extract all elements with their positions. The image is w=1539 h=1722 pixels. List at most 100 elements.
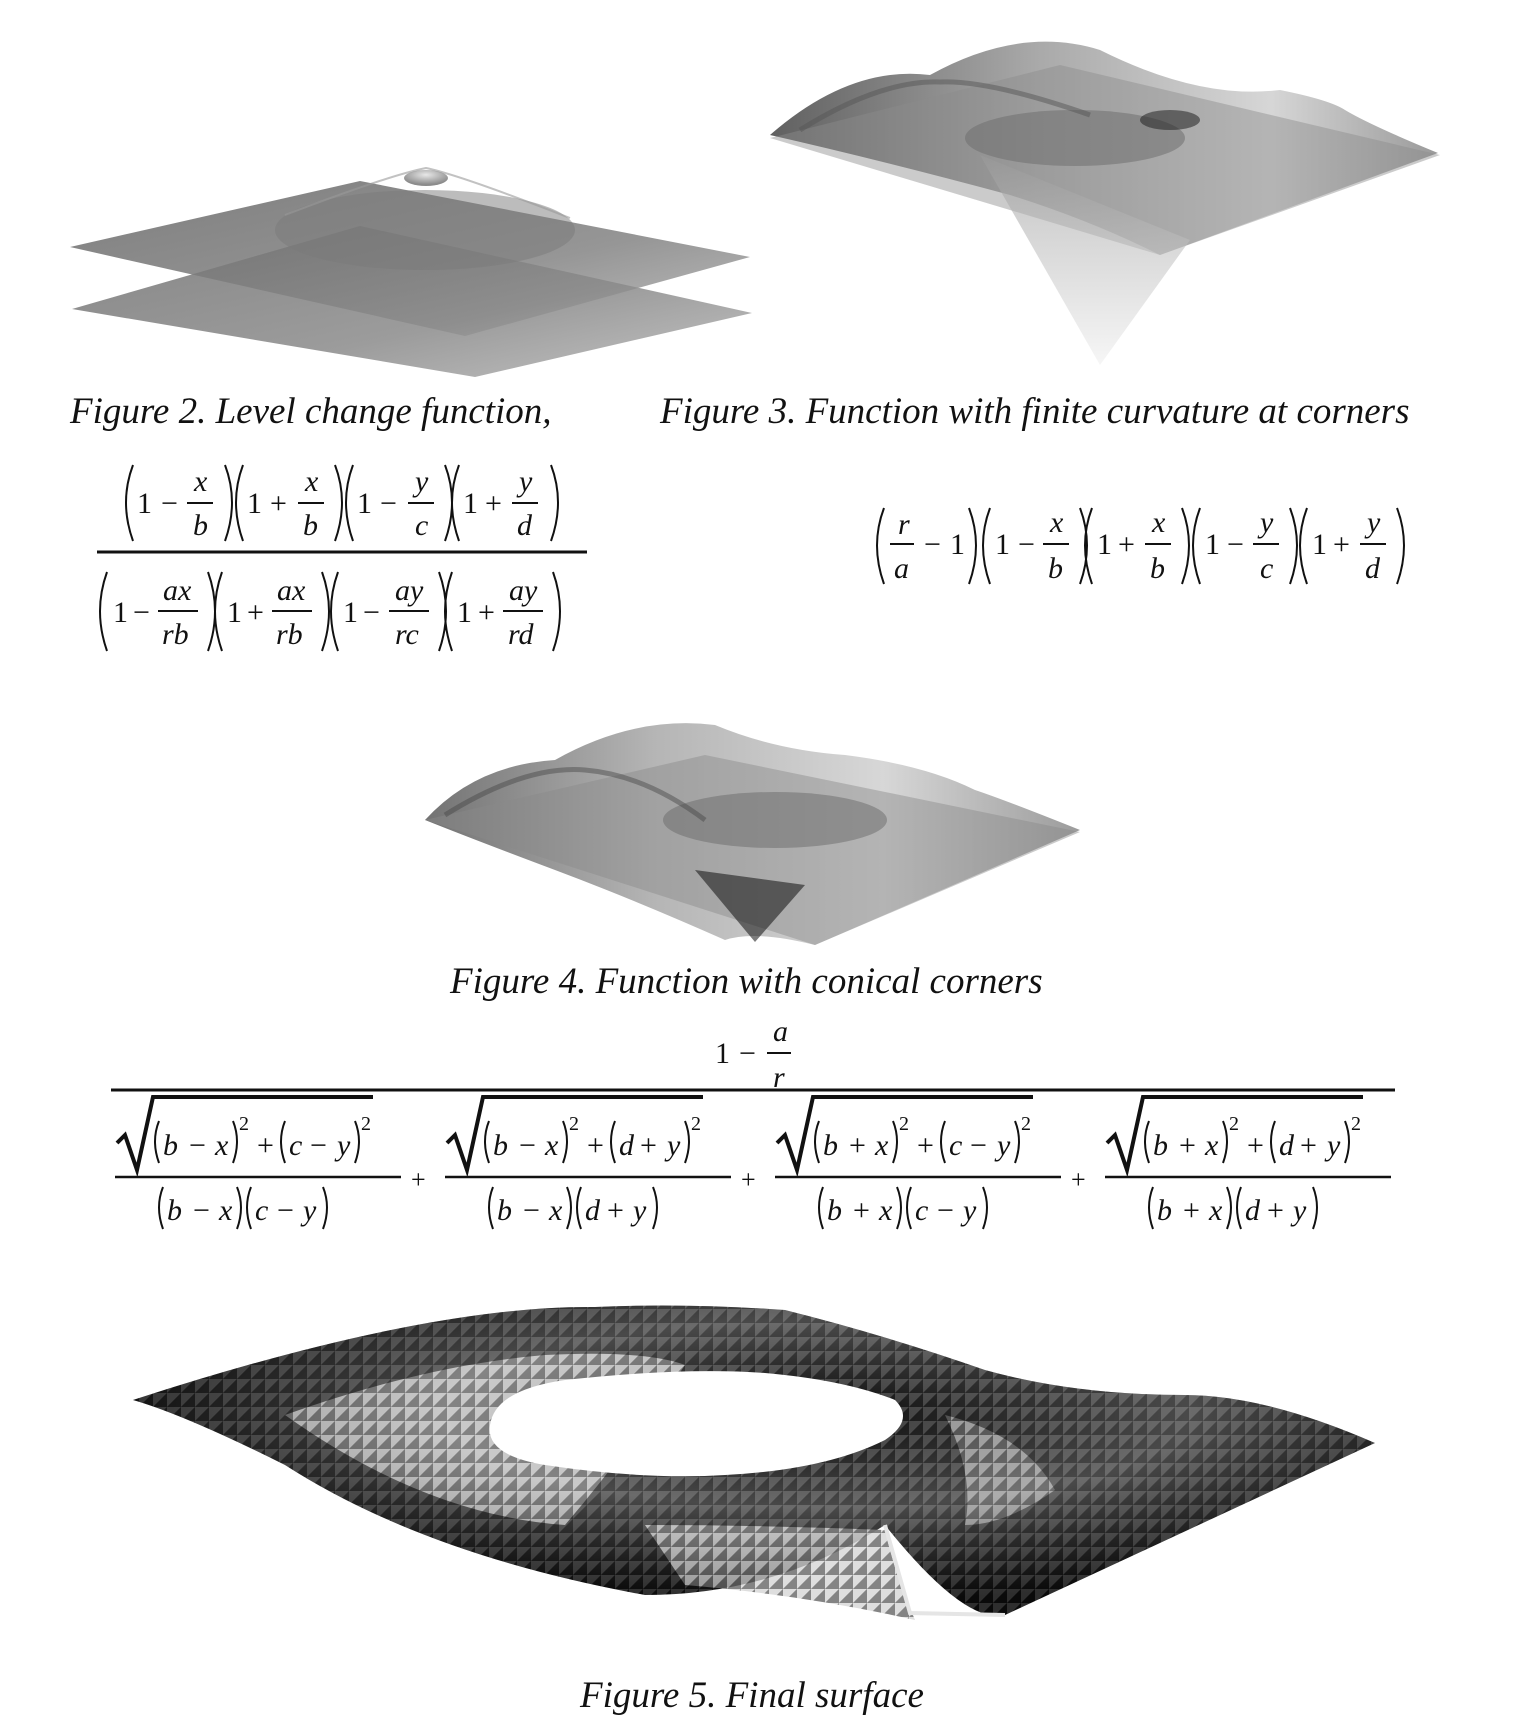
svg-text:+: +	[587, 1129, 604, 1162]
svg-text:+: +	[640, 1129, 657, 1162]
svg-text:b: b	[167, 1194, 182, 1227]
svg-text:c: c	[949, 1129, 962, 1162]
svg-text:y: y	[1364, 506, 1381, 539]
svg-text:y: y	[1290, 1194, 1307, 1227]
svg-text:d: d	[619, 1129, 635, 1162]
figure-2-surface	[70, 166, 752, 377]
svg-text:1: 1	[457, 596, 472, 629]
svg-text:1: 1	[137, 487, 152, 520]
svg-text:x: x	[1049, 506, 1064, 539]
svg-text:y: y	[334, 1129, 351, 1162]
svg-text:d: d	[585, 1194, 601, 1227]
svg-text:−: −	[519, 1129, 536, 1162]
svg-text:d: d	[1365, 552, 1381, 585]
svg-text:1: 1	[247, 487, 262, 520]
svg-text:1: 1	[113, 596, 128, 629]
svg-text:b: b	[827, 1194, 842, 1227]
svg-text:−: −	[739, 1037, 756, 1070]
svg-text:+: +	[1118, 528, 1135, 561]
svg-text:x: x	[1204, 1129, 1219, 1162]
svg-text:−: −	[1018, 528, 1035, 561]
svg-text:b: b	[1048, 552, 1063, 585]
svg-text:a: a	[773, 1015, 788, 1048]
svg-text:−: −	[161, 487, 178, 520]
svg-text:ax: ax	[163, 574, 192, 607]
svg-text:rd: rd	[508, 618, 535, 651]
svg-text:+: +	[1267, 1194, 1284, 1227]
svg-text:y: y	[630, 1194, 647, 1227]
svg-text:ax: ax	[277, 574, 306, 607]
svg-text:r: r	[773, 1061, 785, 1094]
svg-text:−: −	[189, 1129, 206, 1162]
figure-2-equation: 1 − x b 1 + x b 1 − y c 1 + y d 1 − ax r…	[97, 464, 587, 652]
svg-text:b: b	[497, 1194, 512, 1227]
svg-text:y: y	[664, 1129, 681, 1162]
svg-text:x: x	[874, 1129, 889, 1162]
svg-text:+: +	[1300, 1129, 1317, 1162]
svg-text:x: x	[1151, 506, 1166, 539]
svg-text:c: c	[415, 509, 428, 542]
svg-text:x: x	[878, 1194, 893, 1227]
svg-text:y: y	[1324, 1129, 1341, 1162]
svg-text:b: b	[1150, 552, 1165, 585]
svg-text:+: +	[849, 1129, 866, 1162]
svg-text:b: b	[1157, 1194, 1172, 1227]
svg-text:+: +	[917, 1129, 934, 1162]
svg-text:y: y	[412, 465, 429, 498]
svg-text:y: y	[516, 465, 533, 498]
svg-text:1: 1	[950, 528, 965, 561]
svg-text:+: +	[411, 1165, 426, 1194]
svg-text:1: 1	[227, 596, 242, 629]
svg-text:x: x	[1208, 1194, 1223, 1227]
svg-text:y: y	[960, 1194, 977, 1227]
svg-text:r: r	[898, 508, 910, 541]
svg-text:+: +	[1071, 1165, 1086, 1194]
svg-text:−: −	[380, 487, 397, 520]
svg-text:2: 2	[1351, 1113, 1361, 1135]
svg-text:x: x	[214, 1129, 229, 1162]
svg-text:+: +	[1247, 1129, 1264, 1162]
svg-text:b: b	[823, 1129, 838, 1162]
svg-text:+: +	[853, 1194, 870, 1227]
svg-text:c: c	[255, 1194, 268, 1227]
svg-text:1: 1	[715, 1037, 730, 1070]
svg-text:−: −	[1227, 528, 1244, 561]
svg-text:+: +	[485, 487, 502, 520]
svg-text:y: y	[300, 1194, 317, 1227]
svg-text:b: b	[163, 1129, 178, 1162]
svg-text:2: 2	[569, 1113, 579, 1135]
svg-text:b: b	[193, 509, 208, 542]
svg-text:2: 2	[361, 1113, 371, 1135]
svg-text:+: +	[257, 1129, 274, 1162]
svg-text:rb: rb	[162, 618, 189, 651]
svg-text:a: a	[894, 552, 909, 585]
svg-text:+: +	[1179, 1129, 1196, 1162]
svg-text:y: y	[1257, 506, 1274, 539]
figure-3-caption: Figure 3. Function with finite curvature…	[660, 391, 1410, 432]
svg-text:rc: rc	[395, 618, 419, 651]
svg-text:x: x	[544, 1129, 559, 1162]
svg-text:2: 2	[691, 1113, 701, 1135]
svg-text:x: x	[304, 465, 319, 498]
svg-text:b: b	[1153, 1129, 1168, 1162]
svg-text:1: 1	[1097, 528, 1112, 561]
svg-text:+: +	[1333, 528, 1350, 561]
svg-text:1: 1	[1312, 528, 1327, 561]
figure-4-caption: Figure 4. Function with conical corners	[450, 961, 1043, 1002]
svg-text:1: 1	[995, 528, 1010, 561]
svg-text:−: −	[133, 596, 150, 629]
svg-text:2: 2	[1229, 1113, 1239, 1135]
svg-text:+: +	[741, 1165, 756, 1194]
svg-text:+: +	[1183, 1194, 1200, 1227]
svg-text:+: +	[478, 596, 495, 629]
svg-text:−: −	[937, 1194, 954, 1227]
figure-4-surface	[425, 723, 1080, 945]
figure-3-equation: r a − 1 1 − x b 1 + x b 1 − y c 1 + y d	[876, 506, 1405, 585]
svg-text:y: y	[994, 1129, 1011, 1162]
svg-text:+: +	[607, 1194, 624, 1227]
svg-text:x: x	[193, 465, 208, 498]
svg-text:d: d	[1245, 1194, 1261, 1227]
figure-5-surface	[133, 1305, 1375, 1620]
svg-text:−: −	[924, 528, 941, 561]
figure-5-caption: Figure 5. Final surface	[580, 1675, 924, 1716]
